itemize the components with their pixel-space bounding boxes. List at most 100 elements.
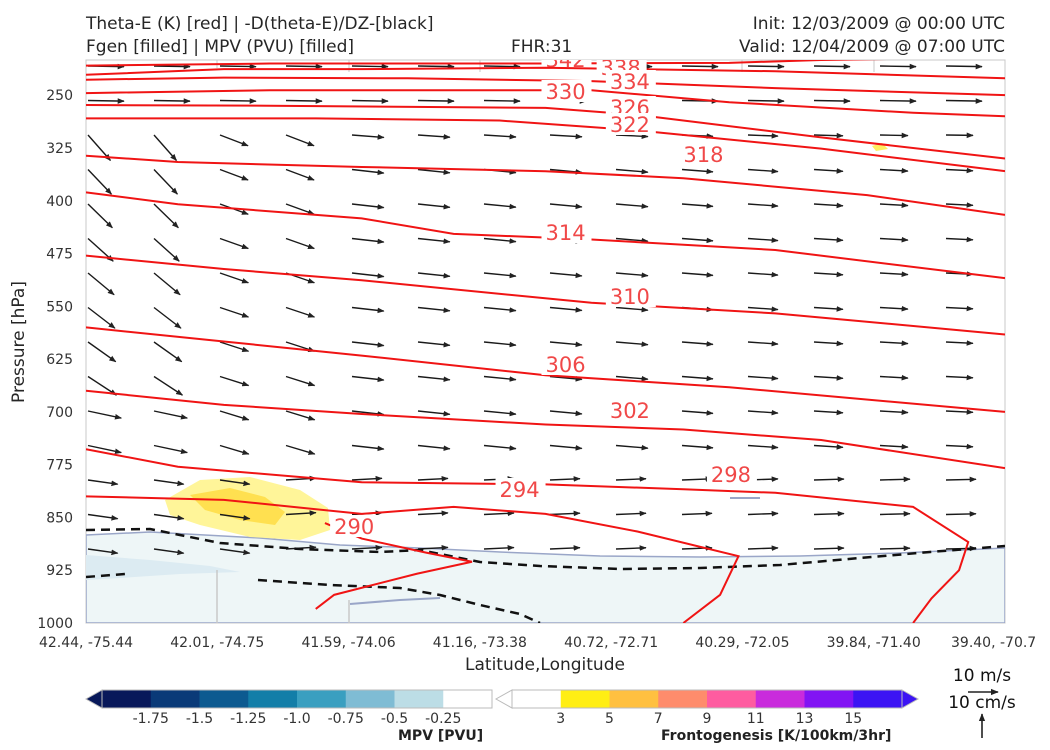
wind-arrow — [681, 272, 714, 278]
colorbar-tick-label: 9 — [703, 711, 712, 727]
wind-arrow — [879, 374, 909, 381]
theta-e-contour — [86, 448, 970, 623]
contour-label-mask — [605, 70, 656, 92]
colorbar-tick-label: -1.25 — [230, 711, 266, 727]
wind-arrow — [483, 63, 521, 70]
wind-arrow — [219, 98, 257, 104]
wind-arrow — [219, 444, 250, 455]
wind-arrow — [153, 237, 180, 262]
theta-e-contour-label: 334 — [610, 70, 650, 94]
wind-arrow — [87, 444, 122, 454]
wind-arrow — [549, 272, 583, 279]
wind-arrow — [285, 63, 323, 70]
wind-arrow — [615, 510, 647, 517]
x-tick-label: 41.16, -73.38 — [433, 635, 527, 651]
wind-arrow — [153, 341, 183, 363]
y-tick-label: 775 — [46, 458, 73, 474]
wind-arrow — [879, 305, 909, 312]
wind-arrow — [681, 203, 714, 209]
wind-arrow — [747, 202, 779, 209]
contour-label-mask — [605, 285, 656, 307]
wind-arrow — [285, 237, 315, 250]
colorbar-swatch — [560, 690, 610, 708]
wind-arrow — [879, 132, 909, 139]
y-tick-label: 550 — [46, 299, 73, 315]
theta-e-contour-label: 314 — [546, 221, 586, 245]
x-tick-label: 40.29, -72.05 — [695, 635, 789, 651]
theta-e-contour — [86, 191, 1005, 280]
wind-arrow — [351, 306, 385, 314]
wind-arrow — [153, 444, 188, 454]
wind-arrow — [813, 202, 844, 209]
theta-e-contour — [86, 117, 1005, 173]
wind-arrow — [153, 513, 185, 521]
wind-arrow — [615, 476, 647, 482]
wind-arrow — [747, 133, 779, 139]
wind-arrow — [681, 410, 714, 416]
wind-arrow — [351, 203, 385, 210]
colorbar-swatch — [199, 690, 249, 708]
wind-arrow — [285, 134, 315, 147]
wind-arrow — [747, 409, 779, 416]
colorbar-swatch — [755, 690, 805, 708]
wind-arrow — [813, 306, 844, 312]
wind-arrow — [615, 444, 649, 451]
wind-arrow — [285, 375, 316, 387]
colorbar-tick-label: 15 — [844, 711, 862, 727]
contour-label-mask — [541, 221, 592, 243]
colorbar-tick-label: 3 — [556, 711, 565, 727]
wind-arrow — [417, 444, 451, 451]
wind-arrow — [285, 306, 316, 318]
colorbar-swatch — [853, 690, 903, 708]
wind-arrow — [879, 236, 909, 243]
wind-arrow — [285, 168, 315, 181]
wind-arrow — [87, 272, 115, 296]
wind-arrow — [549, 545, 581, 551]
colorbar-swatch — [443, 690, 493, 708]
dtheta-e-dz-contour-lower — [257, 578, 541, 623]
wind-arrow — [219, 272, 250, 284]
wind-arrow — [417, 510, 449, 517]
dtheta-e-dz-contour-upper — [86, 527, 1005, 571]
x-tick-label: 42.01, -74.75 — [170, 635, 264, 651]
wind-arrow — [285, 203, 315, 215]
contour-label-mask — [330, 515, 381, 537]
valid-time: Valid: 12/04/2009 @ 07:00 UTC — [739, 37, 1005, 57]
theta-e-contour-label: 318 — [683, 143, 723, 167]
wind-arrow — [483, 272, 517, 279]
wind-arrow — [351, 134, 385, 140]
colorbar-swatch — [609, 690, 659, 708]
wind-arrow — [549, 444, 583, 451]
wind-arrow — [219, 513, 251, 521]
colorbar-tick-label: -1.0 — [283, 711, 310, 727]
theta-e-contour — [86, 66, 1005, 80]
wind-arrow — [483, 545, 515, 551]
wind-arrow — [351, 237, 385, 245]
colorbar-swatch — [248, 690, 298, 708]
terrain-line-lower — [349, 597, 441, 605]
wind-arrow — [483, 133, 517, 140]
wind-arrow — [945, 167, 974, 174]
contour-label-mask — [541, 80, 592, 102]
colorbar-swatch — [102, 690, 152, 708]
x-tick-label: 39.84, -71.40 — [827, 635, 921, 651]
wind-arrow — [681, 375, 714, 382]
wind-arrow — [153, 479, 185, 487]
wind-arrow — [351, 341, 385, 348]
wind-arrow — [549, 375, 583, 382]
wind-arrow — [681, 510, 713, 517]
wind-arrow — [153, 272, 181, 296]
colorbar-tick-label: 13 — [796, 711, 814, 727]
theta-e-contour-label: 290 — [334, 515, 374, 539]
wind-arrow — [879, 202, 909, 209]
wind-arrow — [813, 409, 844, 416]
wind-arrow — [153, 410, 188, 420]
wind-arrow — [483, 410, 517, 417]
wind-arrow — [219, 134, 249, 147]
colorbar-swatch — [297, 690, 347, 708]
wind-arrow — [351, 272, 385, 279]
theta-e-contour — [86, 326, 1005, 413]
theta-e-contour-label: 306 — [546, 353, 586, 377]
colorbar-tick-label: 5 — [605, 711, 614, 727]
